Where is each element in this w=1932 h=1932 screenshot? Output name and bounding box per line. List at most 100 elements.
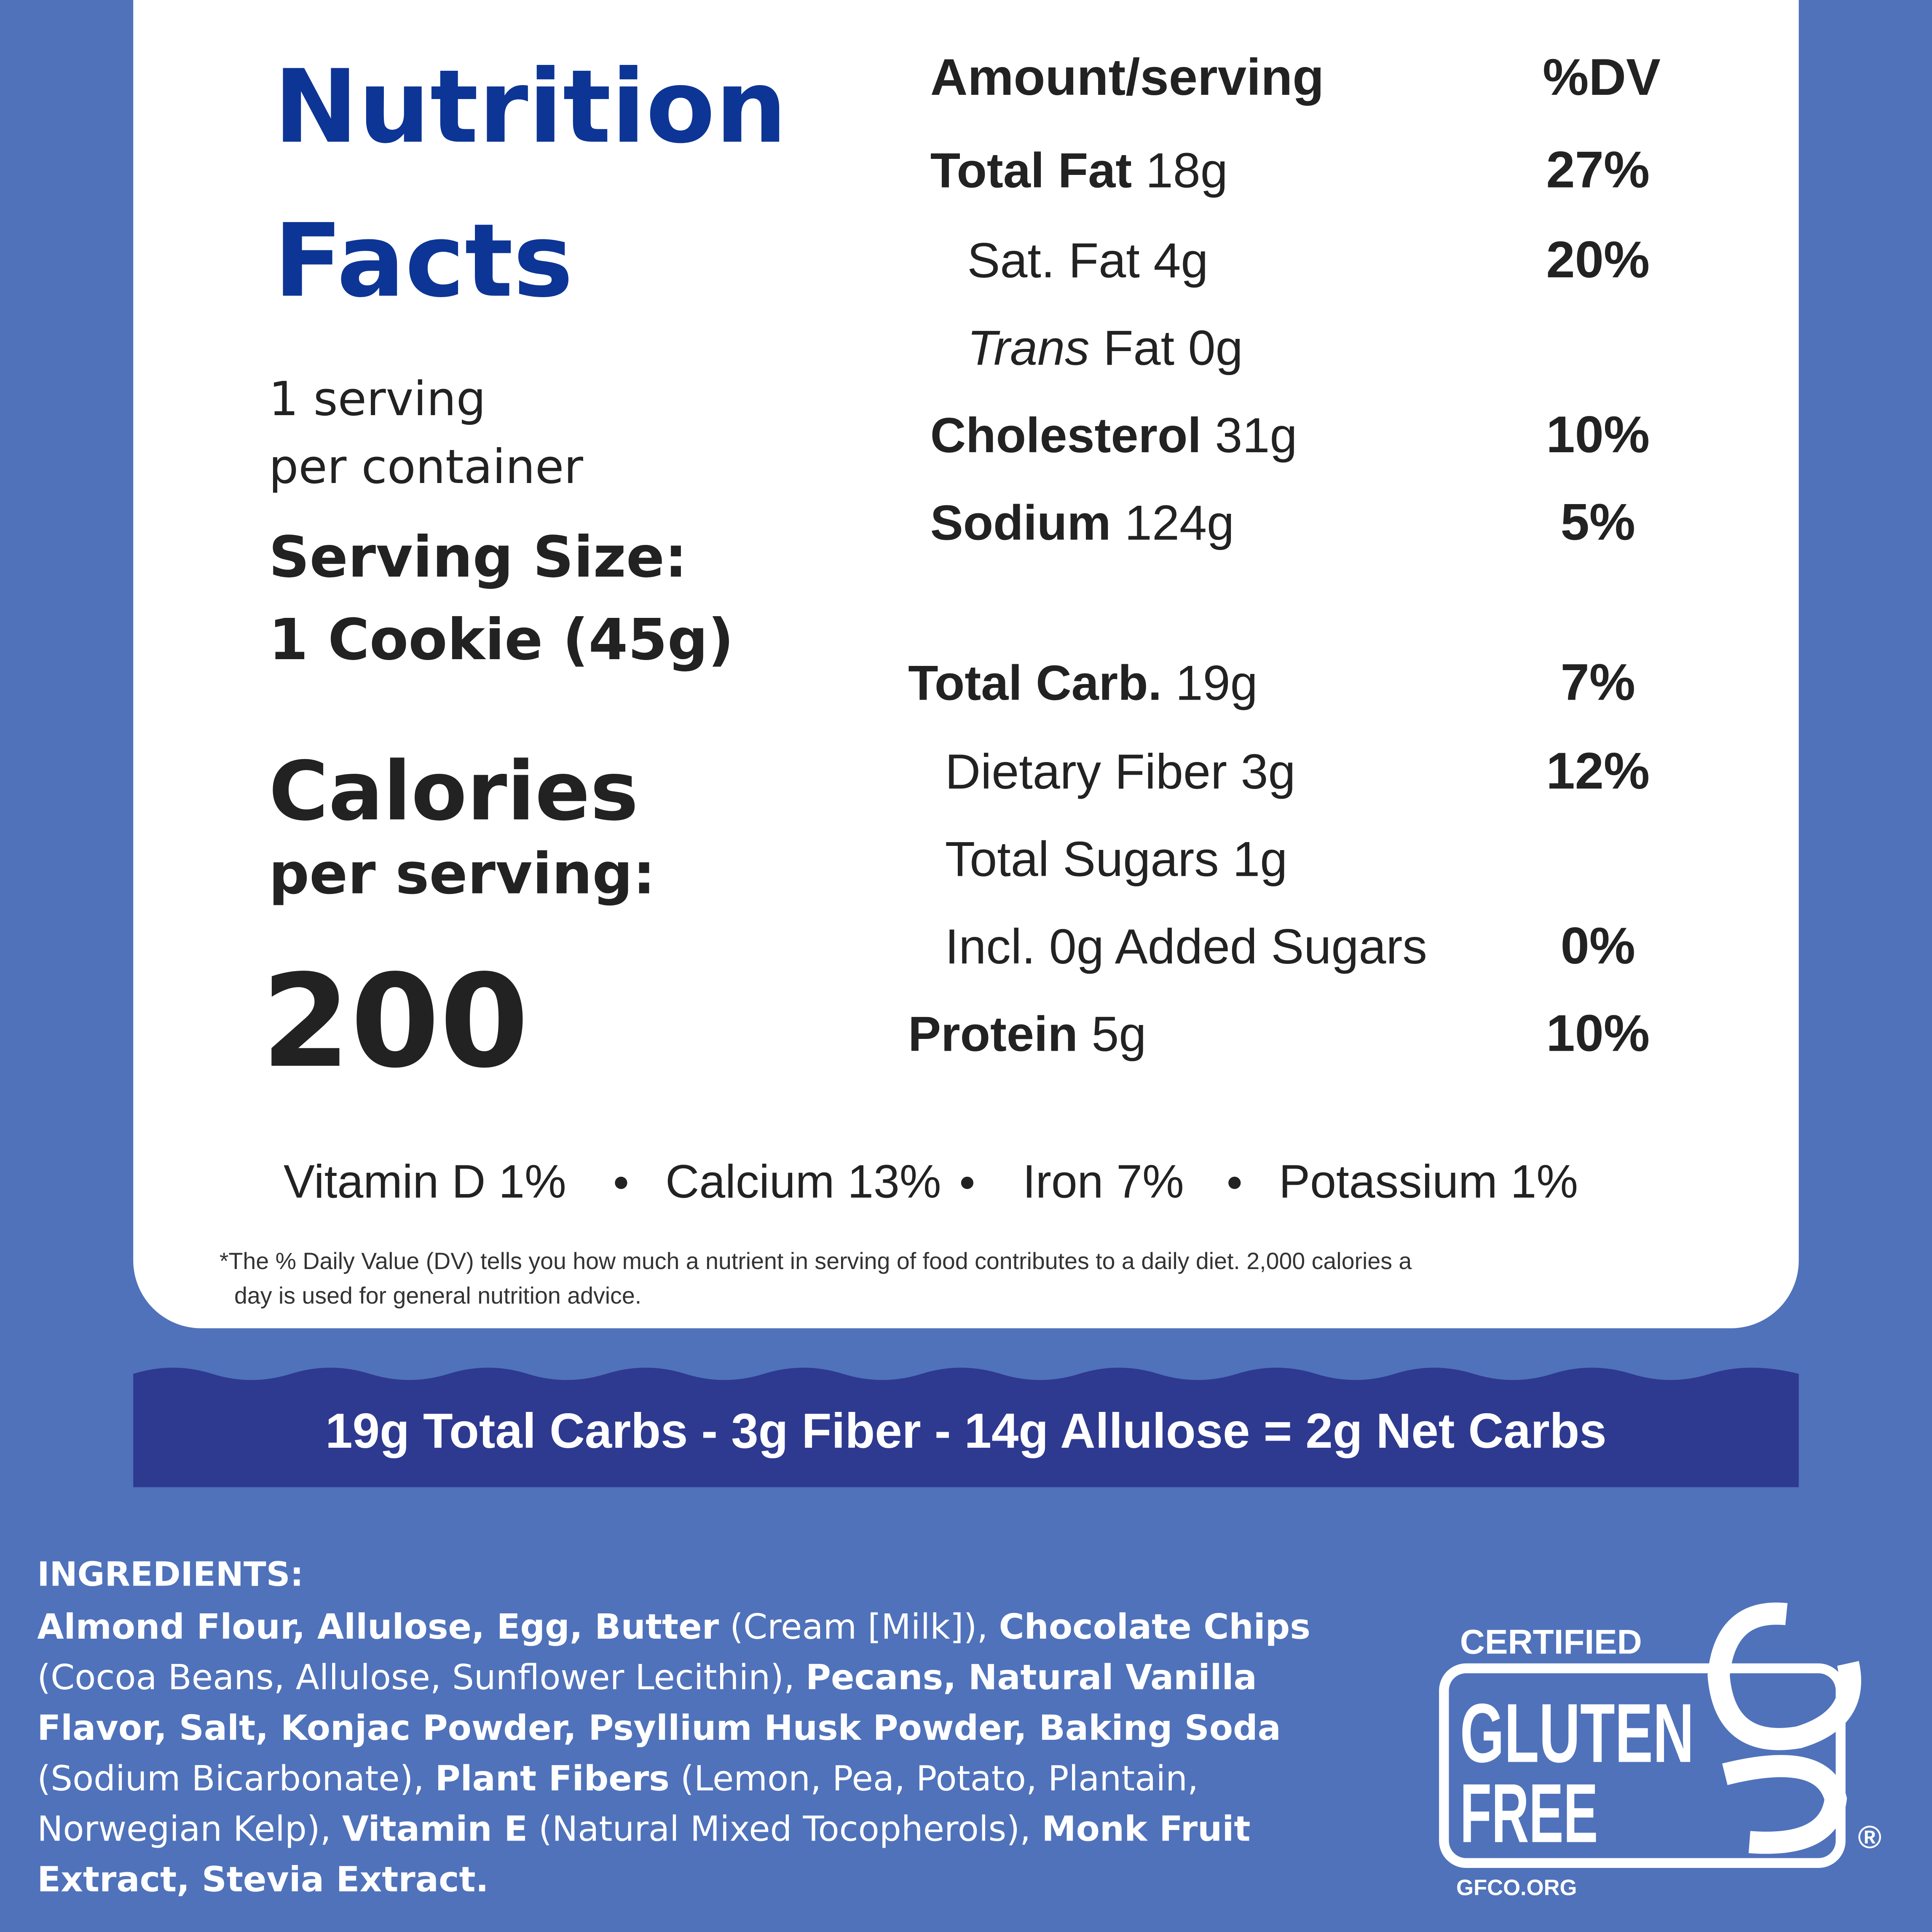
ingredient-bold: Flavor, Salt, Konjac Powder, Psyllium Hu… xyxy=(37,1708,1281,1748)
calories-value: 200 xyxy=(261,947,529,1096)
ingredient-bold: Pecans, Natural Vanilla xyxy=(806,1658,1257,1698)
nutrient: Trans Fat 0g xyxy=(967,320,1243,375)
nutrient-name: Total Fat xyxy=(930,142,1132,198)
ingredient-bold: Extract, Stevia Extract. xyxy=(37,1860,488,1900)
ingredient-line: Norwegian Kelp), Vitamin E (Natural Mixe… xyxy=(37,1809,1250,1849)
ingredient-regular: (Sodium Bicarbonate), xyxy=(37,1759,435,1799)
nutrient-rows: Total Fat 18g 27% Sat. Fat 4g 20% Trans Fat … xyxy=(908,141,1650,1062)
ingredient-line: (Sodium Bicarbonate), Plant Fibers (Lemo… xyxy=(37,1759,1198,1799)
nutrient-amount: 0g xyxy=(1188,320,1243,375)
bullet xyxy=(1228,1176,1241,1189)
calories-label: Calories xyxy=(269,744,638,839)
nutrient: Total Fat 18g xyxy=(930,142,1228,198)
nutrient-name: Sat. Fat xyxy=(967,233,1139,288)
nutrient-dv: 7% xyxy=(1561,654,1635,711)
nutrient-dv: 10% xyxy=(1546,1005,1650,1063)
ingredients-heading: INGREDIENTS: xyxy=(37,1555,303,1594)
vitamin: Vitamin D 1% xyxy=(284,1155,566,1208)
nutrient-dv: 5% xyxy=(1561,493,1635,551)
nutrient-name: Protein xyxy=(908,1006,1078,1062)
nutrient-dv: 10% xyxy=(1546,406,1650,464)
ingredient-regular: (Lemon, Pea, Potato, Plantain, xyxy=(670,1759,1198,1799)
space xyxy=(1078,1006,1092,1062)
space xyxy=(1174,320,1188,375)
footnote: *The % Daily Value (DV) tells you how mu… xyxy=(220,1248,1412,1274)
nutrient-dv: 0% xyxy=(1561,917,1635,975)
ingredient-line: Flavor, Salt, Konjac Powder, Psyllium Hu… xyxy=(37,1708,1281,1748)
serving-size: Serving Size: xyxy=(269,524,687,590)
badge-certified: CERTIFIED xyxy=(1460,1623,1642,1661)
space xyxy=(1219,832,1233,887)
nutrient-name: Incl. 0g Added Sugars xyxy=(945,919,1427,974)
table-header: %DV xyxy=(1543,48,1661,106)
calories-sublabel: per serving: xyxy=(269,841,656,907)
nutrient-name: Fat xyxy=(1103,320,1174,375)
nutrient-amount: 18g xyxy=(1146,142,1228,198)
ingredient-line: Extract, Stevia Extract. xyxy=(37,1860,488,1900)
badge-free: FREE xyxy=(1460,1767,1598,1860)
nutrient-amount: 5g xyxy=(1091,1006,1146,1062)
title: Facts xyxy=(274,202,573,320)
servings: per container xyxy=(269,440,583,494)
serving-size: 1 Cookie (45g) xyxy=(269,606,734,673)
vitamin: Calcium 13% xyxy=(665,1155,941,1208)
card xyxy=(133,0,1799,1328)
ingredient-line: Almond Flour, Allulose, Egg, Butter (Cre… xyxy=(37,1607,1310,1647)
nutrient: Total Carb. 19g xyxy=(908,655,1258,711)
badge-g xyxy=(1707,1602,1861,1854)
ingredient-bold: Vitamin E xyxy=(342,1809,528,1849)
banner-bg xyxy=(133,1368,1799,1487)
space xyxy=(1227,744,1241,799)
ingredient-regular: (Cocoa Beans, Allulose, Sunflower Lecith… xyxy=(37,1658,806,1698)
footnote: day is used for general nutrition advice… xyxy=(234,1283,641,1309)
ingredient-bold: Almond Flour, Allulose, Egg, Butter xyxy=(37,1607,719,1647)
ingredient-line: (Cocoa Beans, Allulose, Sunflower Lecith… xyxy=(37,1658,1257,1698)
nutrient-name: Sodium xyxy=(930,495,1111,550)
nutrient: Sodium 124g xyxy=(930,495,1234,550)
space xyxy=(1162,655,1176,711)
table-header: Amount/serving xyxy=(930,48,1324,106)
nutrient-amount: 19g xyxy=(1176,655,1258,711)
nutrient-amount: 124g xyxy=(1125,495,1234,550)
nutrient: Protein 5g xyxy=(908,1006,1146,1062)
nutrient: Total Sugars 1g xyxy=(945,832,1287,887)
nutrient: Dietary Fiber 3g xyxy=(945,744,1296,799)
space xyxy=(1132,142,1146,198)
nutrient: Incl. 0g Added Sugars xyxy=(945,919,1427,974)
badge-registered: ® xyxy=(1858,1819,1881,1855)
bullet xyxy=(961,1176,974,1189)
nutrient: Cholesterol 31g xyxy=(930,408,1297,463)
vitamins: Vitamin D 1% Calcium 13% Iron 7% Potassi… xyxy=(284,1155,1578,1208)
nutrient-name: Dietary Fiber xyxy=(945,744,1227,799)
badge-frame xyxy=(1439,1663,1846,1868)
nutrient-dv: 12% xyxy=(1546,742,1650,800)
nutrient-amount: 3g xyxy=(1241,744,1296,799)
nutrient-name: Total Sugars xyxy=(945,832,1219,887)
nutrient: Sat. Fat 4g xyxy=(967,233,1208,288)
vitamin: Potassium 1% xyxy=(1279,1155,1578,1208)
title: Nutrition xyxy=(274,48,787,166)
bullet xyxy=(615,1176,627,1189)
badge: CERTIFIED GLUTEN FREE ® GFCO.ORG xyxy=(1439,1602,1881,1900)
space xyxy=(1090,320,1104,375)
space xyxy=(1201,408,1215,463)
ingredient-bold: Plant Fibers xyxy=(435,1759,670,1799)
ingredient-bold: Chocolate Chips xyxy=(999,1607,1310,1647)
ingredient-regular: (Natural Mixed Tocopherols), xyxy=(528,1809,1042,1849)
nutrient-name-italic: Trans xyxy=(967,320,1089,375)
badge-url: GFCO.ORG xyxy=(1456,1875,1577,1900)
nutrient-name: Cholesterol xyxy=(930,408,1201,463)
servings: 1 serving xyxy=(269,372,486,427)
ingredient-regular: Norwegian Kelp), xyxy=(37,1809,342,1849)
nutrient-dv: 27% xyxy=(1546,141,1650,199)
nutrient-amount: 4g xyxy=(1153,233,1208,288)
ingredient-bold: Monk Fruit xyxy=(1042,1809,1250,1849)
ingredients: Almond Flour, Allulose, Egg, Butter (Cre… xyxy=(37,1607,1310,1900)
nutrient-name: Total Carb. xyxy=(908,655,1162,711)
ingredient-regular: (Cream [Milk]), xyxy=(719,1607,999,1647)
nutrient-dv: 20% xyxy=(1546,231,1650,289)
banner: 19g Total Carbs - 3g Fiber - 14g Allulos… xyxy=(325,1403,1606,1458)
space xyxy=(1111,495,1125,550)
